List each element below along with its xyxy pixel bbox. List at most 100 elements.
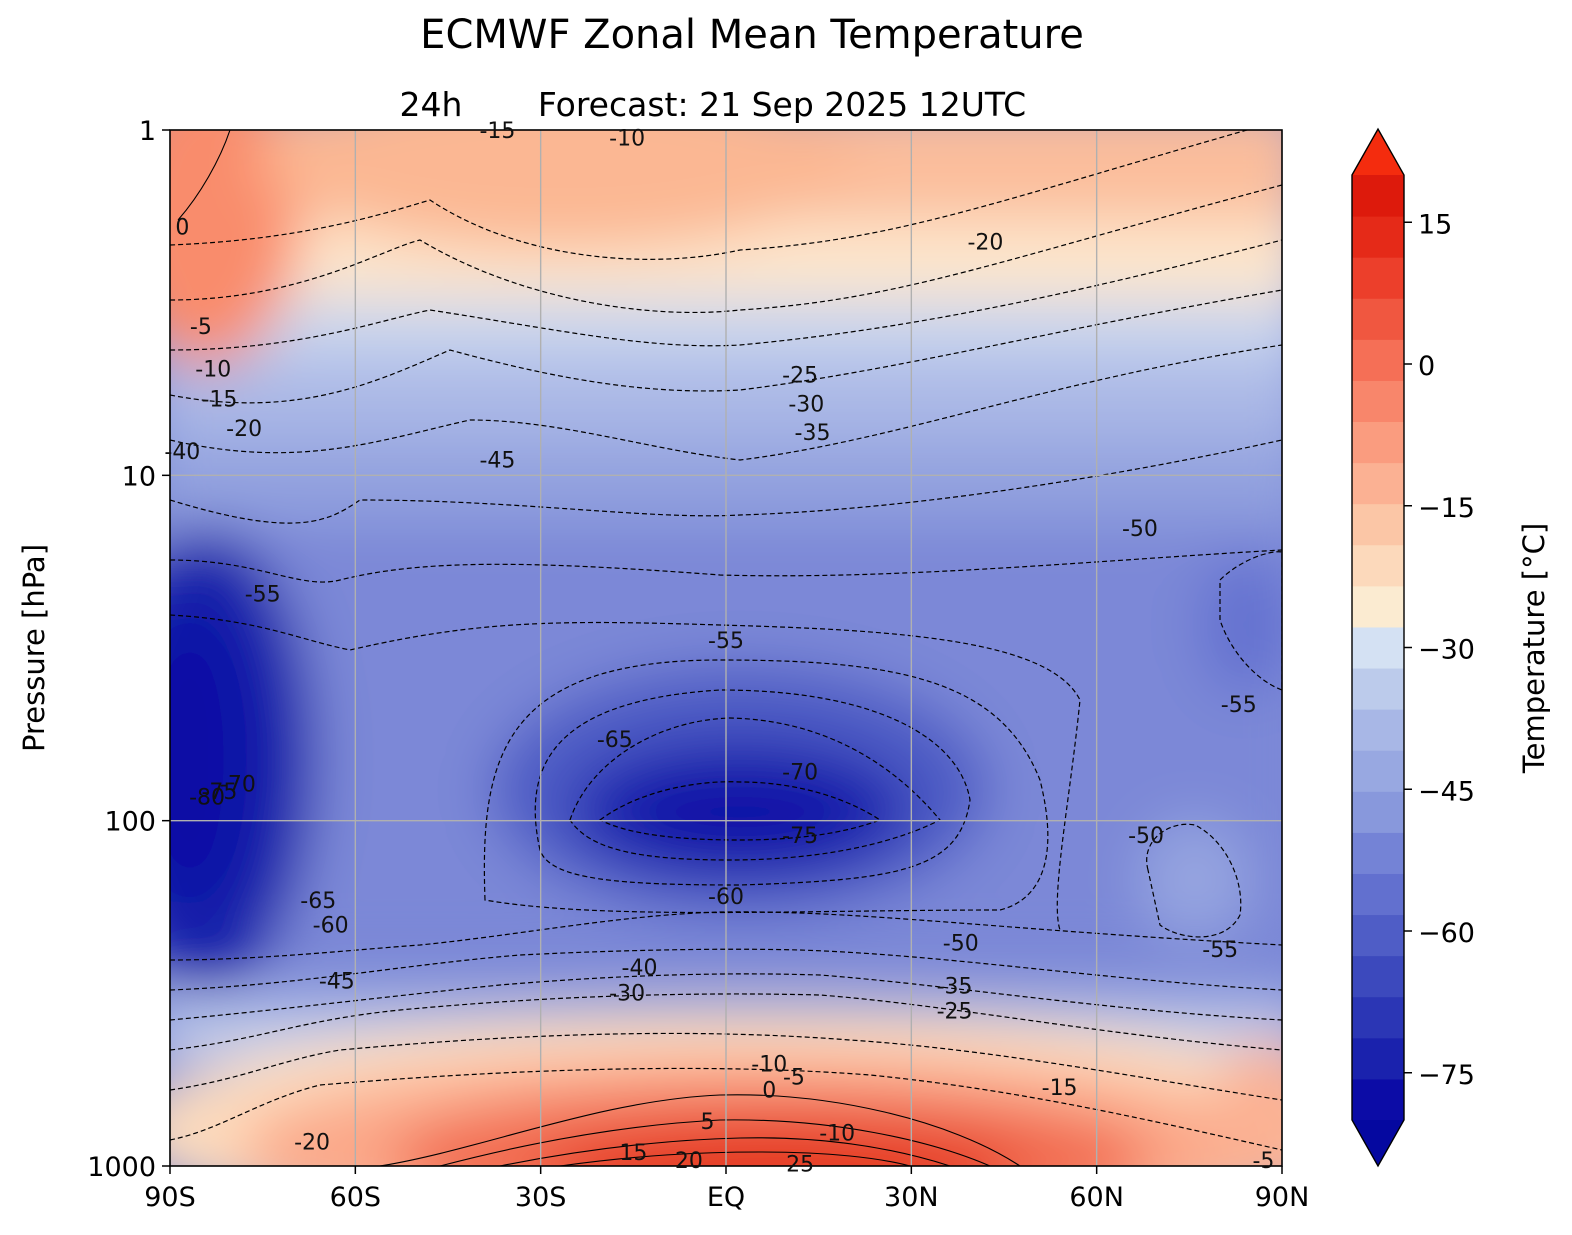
contour-label: -15	[201, 388, 237, 413]
contour-label: -30	[609, 982, 645, 1007]
colorbar-segment	[1352, 996, 1404, 1039]
colorbar-segment	[1352, 175, 1404, 217]
contour-label: -10	[609, 126, 645, 151]
y-tick-label: 100	[104, 807, 156, 838]
contour-label: -10	[819, 1122, 855, 1147]
y-axis: 1 10 100 1000	[87, 116, 170, 1183]
contour-label: -20	[967, 230, 1003, 255]
solid-contour-lines	[177, 130, 1021, 1166]
colorbar-segment	[1352, 750, 1404, 792]
contour-label: -50	[1122, 517, 1158, 542]
contour-label: -55	[1202, 938, 1238, 963]
contour-label: -60	[708, 885, 744, 910]
chart-subtitle-lead: 24h	[400, 85, 463, 124]
y-tick-label: 10	[122, 461, 156, 492]
colorbar-tick-label: −15	[1418, 493, 1475, 524]
colorbar-segment	[1352, 503, 1404, 546]
colorbar-segment	[1352, 709, 1404, 751]
temperature-field	[170, 130, 1282, 1166]
colorbar-outline	[1351, 127, 1405, 1168]
contour-label: -10	[751, 1053, 787, 1078]
contour-label: -45	[479, 449, 515, 474]
colorbar-tick-label: 15	[1418, 209, 1452, 240]
contour-label: 15	[619, 1141, 647, 1166]
contour-label: -40	[622, 956, 658, 981]
colorbar-segment	[1352, 668, 1404, 710]
chart-title: ECMWF Zonal Mean Temperature	[420, 12, 1084, 58]
colorbar-tick-label: −60	[1418, 918, 1475, 949]
contour-label: -15	[479, 119, 515, 144]
contour-label: 20	[675, 1149, 703, 1174]
colorbar-tick-label: −30	[1418, 635, 1475, 666]
contour-label: -5	[1252, 1149, 1274, 1174]
contour-label: -30	[788, 393, 824, 418]
contour-label: -50	[1128, 824, 1164, 849]
contour-label: -25	[782, 363, 818, 388]
colorbar-segment	[1352, 626, 1404, 669]
contour-label: -20	[294, 1131, 330, 1156]
contour-label: -60	[313, 914, 349, 939]
x-tick-label: 30N	[884, 1182, 939, 1213]
contour-label: 0	[762, 1078, 776, 1103]
contour-label: 5	[700, 1110, 714, 1135]
contour-label: 0	[175, 215, 189, 240]
plot-area	[170, 130, 1282, 1166]
contour-label: -70	[782, 760, 818, 785]
colorbar-segment	[1352, 791, 1404, 833]
contour-label: -55	[245, 583, 281, 608]
colorbar-segment	[1352, 216, 1404, 258]
colorbar-segment	[1352, 1037, 1404, 1080]
contour-label: -75	[201, 780, 237, 805]
colorbar-segment	[1352, 1078, 1404, 1121]
colorbar-tick-label: 0	[1418, 351, 1435, 382]
chart-subtitle: Forecast: 21 Sep 2025 12UTC	[538, 85, 1026, 124]
contour-label: -80	[189, 785, 225, 810]
colorbar-segment	[1352, 544, 1404, 587]
contour-labels: 0-5-10-15-20-40-55-80-75-70-65-60-45-20-…	[164, 119, 1274, 1178]
colorbar-extend-min	[1352, 1120, 1404, 1166]
y-tick-label: 1000	[87, 1152, 156, 1183]
contour-lines	[170, 130, 1282, 1151]
colorbar-segment	[1352, 339, 1404, 381]
grid-lines	[170, 130, 1282, 1166]
x-tick-label: 90N	[1255, 1182, 1310, 1213]
contour-label: -75	[782, 824, 818, 849]
x-tick-label: 60N	[1069, 1182, 1124, 1213]
colorbar-segment	[1352, 914, 1404, 957]
contour-label: -40	[164, 440, 200, 465]
contour-label: -55	[708, 629, 744, 654]
contour-label: -5	[190, 315, 212, 340]
contour-label: -35	[937, 974, 973, 999]
colorbar-segment	[1352, 832, 1404, 874]
contour-label: -35	[795, 421, 831, 446]
colorbar-label: Temperature [°C]	[1517, 523, 1551, 774]
contour-label: -20	[226, 417, 262, 442]
colorbar-extend-max	[1352, 129, 1404, 175]
contour-label: -70	[220, 772, 256, 797]
contour-label: -45	[319, 969, 355, 994]
contour-label: -50	[943, 931, 979, 956]
x-tick-label: 30S	[515, 1182, 567, 1213]
contour-label: 25	[786, 1153, 814, 1178]
colorbar-segment	[1352, 257, 1404, 299]
contour-label: -15	[1042, 1076, 1078, 1101]
colorbar-segment	[1352, 380, 1404, 423]
colorbar-segment	[1352, 873, 1404, 916]
contour-label: -10	[195, 357, 231, 382]
x-axis: 90S 60S 30S EQ 30N 60N 90N	[144, 1166, 1309, 1213]
contour-label: -25	[937, 1000, 973, 1025]
contour-label: -65	[597, 728, 633, 753]
contour-label: -55	[1221, 693, 1257, 718]
x-tick-label: 60S	[330, 1182, 382, 1213]
colorbar-segment	[1352, 421, 1404, 464]
contour-label: -65	[300, 889, 336, 914]
colorbar-segment	[1352, 298, 1404, 340]
x-tick-label: 90S	[144, 1182, 196, 1213]
x-tick-label: EQ	[707, 1182, 745, 1213]
y-axis-label: Pressure [hPa]	[17, 544, 51, 752]
colorbar-tick-label: −45	[1418, 776, 1475, 807]
colorbar-segment	[1352, 585, 1404, 628]
colorbar: 15 0 −15 −30 −45 −60 −75	[1351, 127, 1475, 1168]
colorbar-segment	[1352, 955, 1404, 998]
